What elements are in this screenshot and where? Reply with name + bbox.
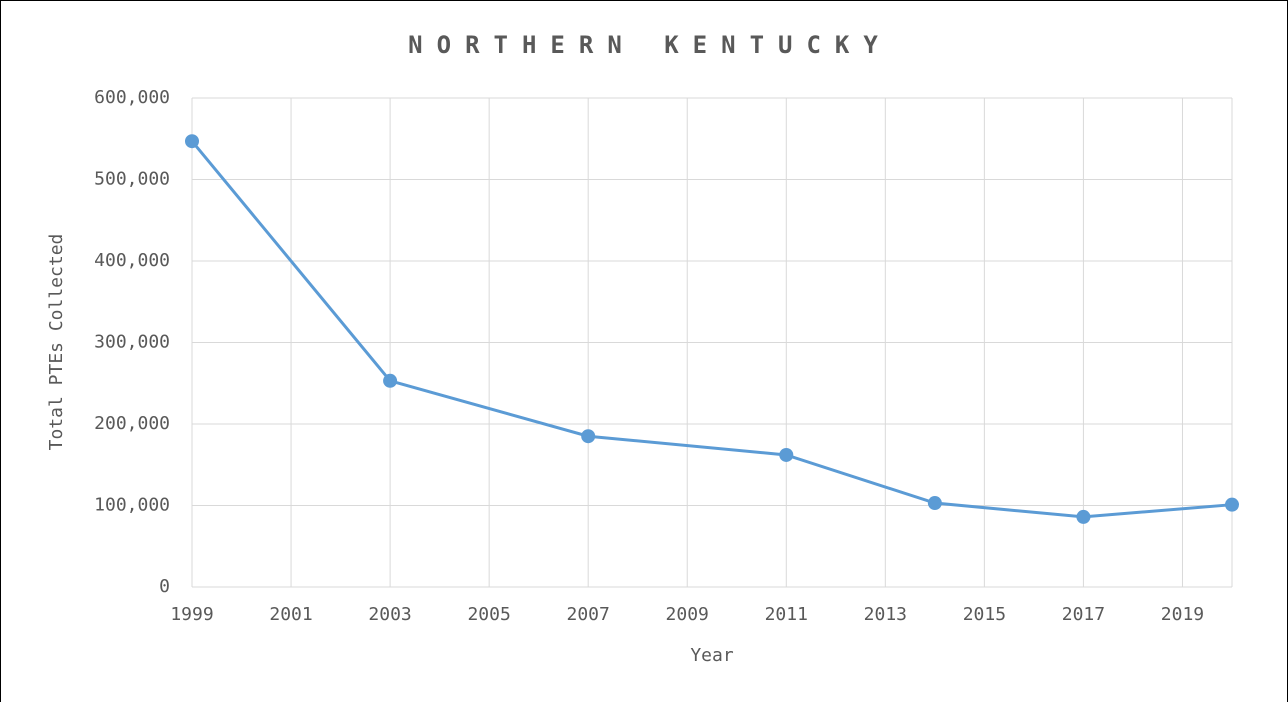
point	[779, 447, 794, 462]
y-tick-label: 400,000	[94, 250, 170, 271]
x-tick-label: 2011	[765, 604, 808, 625]
x-tick-label: 2019	[1161, 604, 1204, 625]
x-tick-label: 2003	[368, 604, 411, 625]
y-tick-label: 0	[159, 576, 170, 597]
line	[190, 140, 1233, 519]
y-tick-label: 100,000	[94, 495, 170, 516]
point	[927, 496, 942, 511]
x-tick-label: 2001	[269, 604, 312, 625]
x-tick-label: 1999	[170, 604, 213, 625]
x-tick-label: 2015	[963, 604, 1006, 625]
y-axis-label: Total PTEs Collected	[46, 234, 67, 451]
point	[581, 429, 596, 444]
point	[185, 134, 199, 149]
x-tick-label: 2007	[567, 604, 610, 625]
x-axis-label: Year	[690, 645, 734, 666]
x-tick-label: 2013	[864, 604, 907, 625]
x-tick-label: 2017	[1062, 604, 1105, 625]
y-tick-label: 600,000	[94, 87, 170, 108]
point	[1076, 509, 1091, 524]
y-tick-label: 300,000	[94, 332, 170, 353]
point	[1225, 497, 1239, 512]
y-tick-label: 500,000	[94, 169, 170, 190]
point	[383, 373, 398, 388]
x-tick-label: 2005	[467, 604, 510, 625]
y-tick-label: 200,000	[94, 413, 170, 434]
x-tick-label: 2009	[666, 604, 709, 625]
chart-title: NORTHERN KENTUCKY	[408, 31, 892, 59]
